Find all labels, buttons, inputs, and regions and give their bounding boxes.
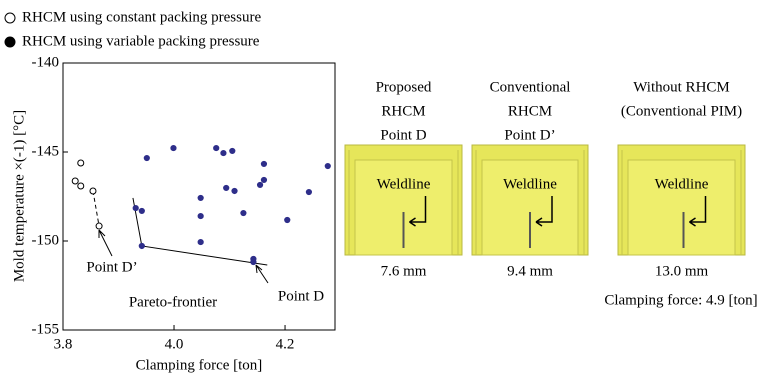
panel-title: Without RHCM — [633, 79, 730, 95]
panel-title: Point D’ — [504, 127, 555, 143]
data-point — [78, 183, 84, 189]
data-point — [214, 145, 219, 150]
arrow — [256, 265, 268, 283]
data-point — [171, 145, 176, 150]
x-tick-label: 3.8 — [54, 336, 73, 352]
measurement: 7.6 mm — [381, 263, 427, 279]
data-point — [285, 217, 290, 222]
data-point — [306, 189, 311, 194]
data-point — [198, 213, 203, 218]
panel-title: Point D — [380, 127, 426, 143]
panel-title: RHCM — [381, 103, 425, 119]
data-point — [72, 178, 78, 184]
data-point — [230, 148, 235, 153]
panel-title: Proposed — [376, 79, 432, 95]
data-point — [325, 163, 330, 168]
data-point — [221, 150, 226, 155]
data-point — [90, 188, 96, 194]
measurement: 13.0 mm — [655, 263, 709, 279]
data-point — [251, 259, 256, 264]
data-point — [139, 208, 144, 213]
y-axis-title: Mold temperature ×(-1) [°C] — [11, 110, 27, 282]
y-tick-label: -140 — [32, 54, 60, 70]
x-tick-label: 4.0 — [165, 336, 184, 352]
annotation: Point D — [278, 288, 324, 304]
panel-title: Conventional — [490, 79, 571, 95]
panel-title: (Conventional PIM) — [621, 103, 742, 119]
frontier-line — [93, 191, 99, 226]
weldline-label: Weldline — [503, 176, 557, 192]
data-point — [261, 161, 266, 166]
data-point — [232, 188, 237, 193]
data-point — [198, 195, 203, 200]
data-point — [78, 160, 84, 166]
data-point — [224, 185, 229, 190]
part-inner — [628, 160, 735, 255]
legend-marker — [5, 37, 15, 47]
data-point — [198, 239, 203, 244]
legend-label: RHCM using variable packing pressure — [22, 33, 260, 49]
data-point — [96, 223, 102, 229]
data-point — [241, 210, 246, 215]
panel-title: RHCM — [508, 103, 552, 119]
x-tick-label: 4.2 — [276, 336, 295, 352]
measurement: 9.4 mm — [507, 263, 553, 279]
data-point — [261, 177, 266, 182]
legend-label: RHCM using constant packing pressure — [22, 9, 261, 25]
footer: Clamping force: 4.9 [ton] — [604, 292, 757, 308]
arrow — [99, 230, 112, 256]
annotation: Pareto-frontier — [129, 294, 217, 310]
x-axis-title: Clamping force [ton] — [136, 357, 263, 373]
y-tick-label: -145 — [32, 143, 60, 159]
y-tick-label: -150 — [32, 232, 60, 248]
data-point — [139, 243, 144, 248]
legend-marker — [5, 13, 15, 23]
frontier-line — [133, 198, 267, 265]
figure: Clamping force [ton] Mold temperature ×(… — [0, 0, 784, 378]
weldline-label: Weldline — [377, 176, 431, 192]
data-point — [133, 205, 138, 210]
y-tick-label: -155 — [32, 321, 60, 337]
weldline-label: Weldline — [655, 176, 709, 192]
annotation: Point D’ — [86, 259, 137, 275]
data-point — [144, 155, 149, 160]
data-point — [257, 182, 262, 187]
